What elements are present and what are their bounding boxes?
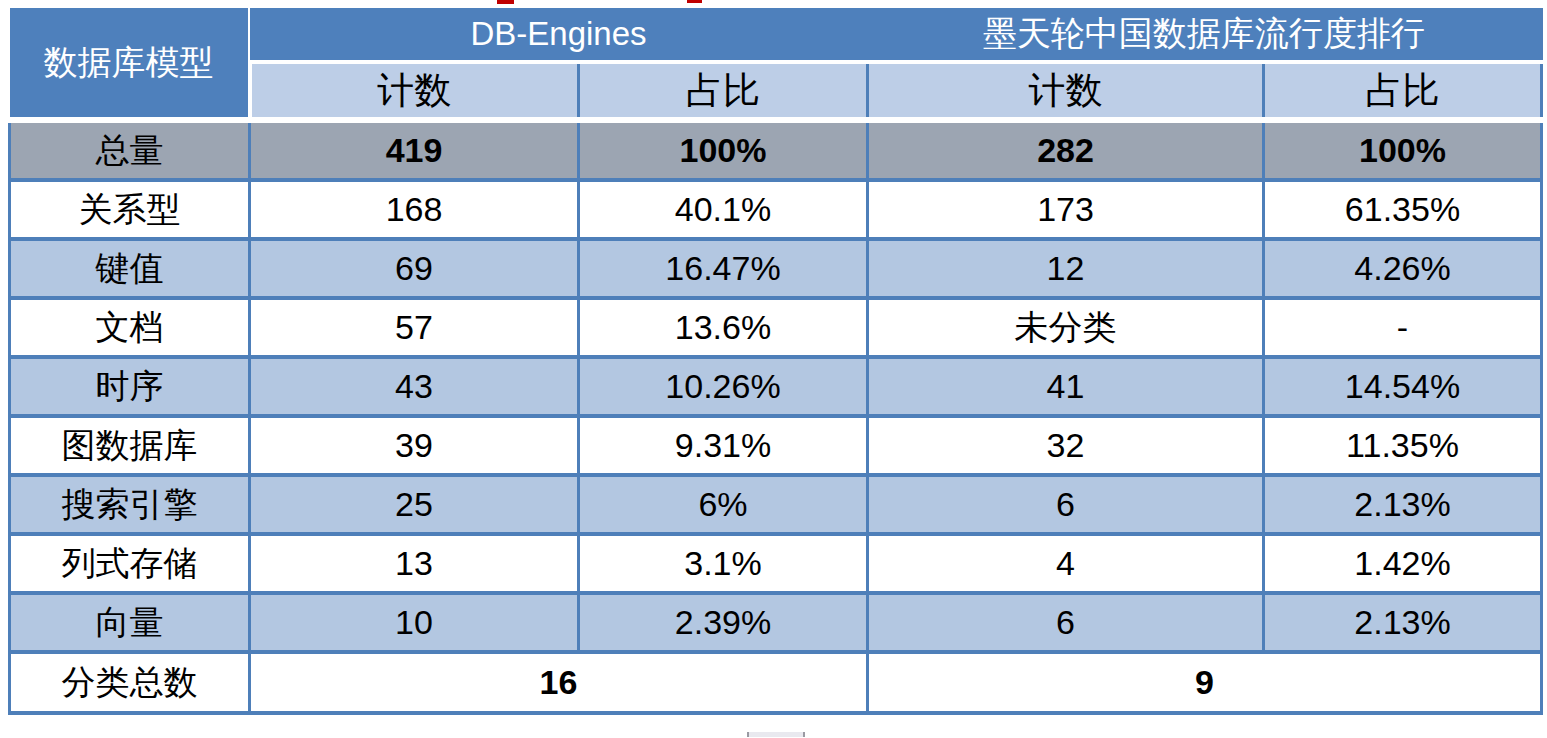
cell-mt-count: 32 — [868, 416, 1264, 475]
table-row: 图数据库 39 9.31% 32 11.35% — [10, 416, 1542, 475]
table-row: 文档 57 13.6% 未分类 - — [10, 298, 1542, 357]
group-header-db-engines: DB-Engines — [250, 8, 868, 62]
subheader-mt-share: 占比 — [1264, 62, 1542, 120]
cell-mt-share: 61.35% — [1264, 180, 1542, 239]
cell-de-count: 39 — [250, 416, 579, 475]
table-row: 时序 43 10.26% 41 14.54% — [10, 357, 1542, 416]
cell-mt-share: 11.35% — [1264, 416, 1542, 475]
cell-de-category-total: 16 — [250, 652, 868, 713]
group-header-modb-label: 墨天轮中国数据库流行度排行 — [983, 15, 1425, 52]
table-row: 列式存储 13 3.1% 4 1.42% — [10, 534, 1542, 593]
subheader-de-count: 计数 — [250, 62, 579, 120]
cell-de-share: 16.47% — [579, 239, 868, 298]
cell-mt-count: 未分类 — [868, 298, 1264, 357]
cell-de-share: 13.6% — [579, 298, 868, 357]
table-row-total: 总量 419 100% 282 100% — [10, 120, 1542, 180]
cell-mt-count: 6 — [868, 475, 1264, 534]
cell-mt-share: 2.13% — [1264, 475, 1542, 534]
row-label: 键值 — [10, 239, 250, 298]
cell-mt-share: 1.42% — [1264, 534, 1542, 593]
cell-de-share: 2.39% — [579, 593, 868, 652]
group-header-db-engines-label: DB-Engines — [470, 15, 646, 52]
row-label: 分类总数 — [10, 652, 250, 713]
cell-de-count: 43 — [250, 357, 579, 416]
cell-de-count: 13 — [250, 534, 579, 593]
cropped-red-text-artifact — [687, 0, 702, 3]
cell-de-count: 10 — [250, 593, 579, 652]
cell-de-share: 6% — [579, 475, 868, 534]
row-label: 搜索引擎 — [10, 475, 250, 534]
row-label: 向量 — [10, 593, 250, 652]
cell-de-share: 3.1% — [579, 534, 868, 593]
cell-de-share: 40.1% — [579, 180, 868, 239]
cell-mt-count: 6 — [868, 593, 1264, 652]
table-row: 向量 10 2.39% 6 2.13% — [10, 593, 1542, 652]
cell-mt-count: 282 — [868, 120, 1264, 180]
cell-mt-share: - — [1264, 298, 1542, 357]
cell-de-count: 25 — [250, 475, 579, 534]
cropped-red-text-artifact — [497, 0, 514, 4]
table-row-footer: 分类总数 16 9 — [10, 652, 1542, 713]
cell-mt-count: 4 — [868, 534, 1264, 593]
cell-de-share: 10.26% — [579, 357, 868, 416]
row-label: 文档 — [10, 298, 250, 357]
cell-mt-share: 100% — [1264, 120, 1542, 180]
cell-de-count: 168 — [250, 180, 579, 239]
row-label: 时序 — [10, 357, 250, 416]
cell-mt-share: 2.13% — [1264, 593, 1542, 652]
cell-mt-count: 41 — [868, 357, 1264, 416]
group-header-row: 数据库模型 DB-Engines 墨天轮中国数据库流行度排行 — [10, 8, 1542, 62]
cell-mt-share: 4.26% — [1264, 239, 1542, 298]
corner-header-database-model: 数据库模型 — [10, 8, 250, 120]
table-row: 搜索引擎 25 6% 6 2.13% — [10, 475, 1542, 534]
corner-header-label: 数据库模型 — [44, 44, 214, 81]
cell-mt-share: 14.54% — [1264, 357, 1542, 416]
row-label: 图数据库 — [10, 416, 250, 475]
group-header-modb-ranking: 墨天轮中国数据库流行度排行 — [868, 8, 1542, 62]
cell-de-share: 100% — [579, 120, 868, 180]
database-model-comparison-table: 数据库模型 DB-Engines 墨天轮中国数据库流行度排行 计数 占比 计数 … — [8, 8, 1543, 715]
cell-de-count: 57 — [250, 298, 579, 357]
cell-de-share: 9.31% — [579, 416, 868, 475]
row-label: 总量 — [10, 120, 250, 180]
row-label: 列式存储 — [10, 534, 250, 593]
scrollbar-fragment — [747, 732, 805, 737]
cell-mt-count: 12 — [868, 239, 1264, 298]
table-row: 关系型 168 40.1% 173 61.35% — [10, 180, 1542, 239]
cell-de-count: 69 — [250, 239, 579, 298]
subheader-mt-count: 计数 — [868, 62, 1264, 120]
cell-de-count: 419 — [250, 120, 579, 180]
table-screenshot: 数据库模型 DB-Engines 墨天轮中国数据库流行度排行 计数 占比 计数 … — [0, 0, 1547, 738]
table-row: 键值 69 16.47% 12 4.26% — [10, 239, 1542, 298]
subheader-de-share: 占比 — [579, 62, 868, 120]
cell-mt-category-total: 9 — [868, 652, 1542, 713]
cell-mt-count: 173 — [868, 180, 1264, 239]
row-label: 关系型 — [10, 180, 250, 239]
